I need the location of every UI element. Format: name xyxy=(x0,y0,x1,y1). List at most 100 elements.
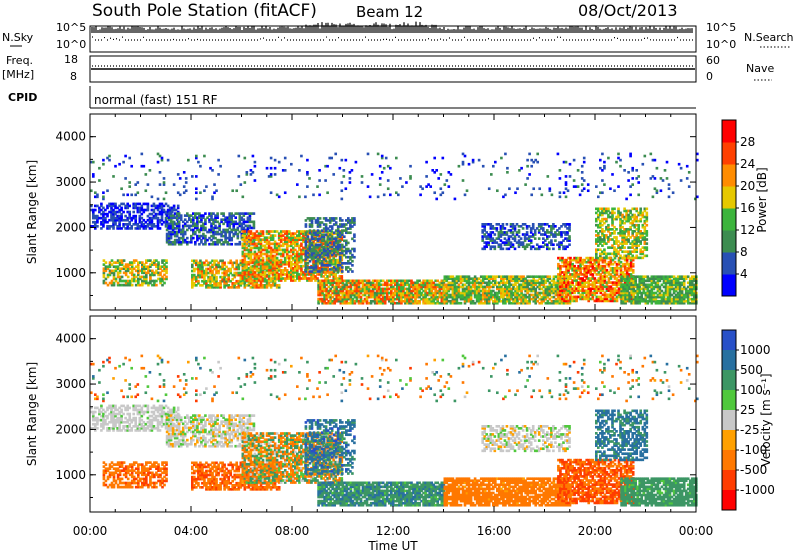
data-cell xyxy=(343,283,347,287)
data-cell xyxy=(530,285,534,289)
data-cell xyxy=(227,286,231,289)
data-cell xyxy=(267,256,271,260)
data-cell xyxy=(148,218,152,222)
data-cell xyxy=(336,247,340,251)
data-cell xyxy=(106,267,110,271)
data-cell xyxy=(269,242,273,246)
data-cell xyxy=(341,270,344,273)
data-cell xyxy=(568,227,571,230)
data-cell xyxy=(288,254,291,258)
data-cell xyxy=(235,286,239,289)
data-cell xyxy=(438,285,442,289)
data-cell xyxy=(114,265,118,269)
data-cell xyxy=(432,291,436,295)
data-cell xyxy=(528,279,531,283)
data-cell xyxy=(542,233,545,236)
data-cell xyxy=(459,295,463,299)
data-cell xyxy=(94,208,97,212)
data-cell xyxy=(336,268,340,271)
data-cell xyxy=(583,260,587,264)
data-cell xyxy=(140,225,144,228)
data-cell xyxy=(285,252,289,256)
data-cell xyxy=(306,258,309,262)
data-cell xyxy=(579,277,582,280)
data-cell xyxy=(247,252,251,256)
data-cell xyxy=(322,271,325,274)
data-cell xyxy=(522,301,525,305)
data-cell xyxy=(540,277,544,281)
data-cell xyxy=(314,219,318,222)
data-cell xyxy=(536,293,540,297)
data-cell xyxy=(92,225,95,228)
data-cell xyxy=(165,261,168,264)
data-cell xyxy=(215,275,218,279)
data-cell xyxy=(229,286,233,289)
data-cell xyxy=(225,284,228,287)
data-cell xyxy=(524,281,527,285)
data-cell xyxy=(213,282,216,285)
data-cell xyxy=(428,297,432,301)
data-cell xyxy=(261,271,265,274)
data-cell xyxy=(330,268,334,271)
data-cell xyxy=(128,267,132,271)
data-cell xyxy=(339,243,342,247)
data-cell xyxy=(506,285,509,289)
data-cell xyxy=(263,238,267,242)
data-cell xyxy=(455,299,459,303)
data-cell xyxy=(158,204,162,208)
data-cell xyxy=(328,225,332,228)
data-cell xyxy=(255,256,259,260)
data-cell xyxy=(175,232,179,236)
data-cell xyxy=(223,284,226,287)
data-cell xyxy=(294,256,297,260)
data-cell xyxy=(379,289,383,293)
data-cell xyxy=(330,232,334,235)
data-cell xyxy=(216,240,219,244)
data-cell xyxy=(112,275,116,279)
data-cell xyxy=(248,218,252,222)
data-cell xyxy=(227,267,231,271)
data-cell xyxy=(126,283,130,287)
data-cell xyxy=(475,299,479,303)
data-cell xyxy=(130,271,134,275)
data-cell xyxy=(487,235,491,238)
data-cell xyxy=(561,281,564,284)
data-cell xyxy=(528,299,531,303)
data-cell xyxy=(134,214,138,218)
data-cell xyxy=(524,297,527,301)
data-cell xyxy=(224,216,227,220)
data-cell xyxy=(544,301,548,305)
data-cell xyxy=(375,293,379,297)
data-cell xyxy=(171,222,175,226)
data-cell xyxy=(571,262,574,266)
data-cell xyxy=(499,235,503,238)
data-cell xyxy=(197,279,200,283)
data-cell xyxy=(160,216,164,220)
data-cell xyxy=(223,277,226,281)
data-cell xyxy=(271,282,275,285)
data-cell xyxy=(141,271,144,275)
data-cell xyxy=(355,289,359,293)
data-cell xyxy=(341,299,345,303)
data-cell xyxy=(261,232,265,235)
data-cell xyxy=(457,289,461,293)
data-cell xyxy=(324,225,328,228)
data-cell xyxy=(193,277,196,281)
data-cell xyxy=(118,214,121,218)
data-cell xyxy=(132,214,136,218)
data-cell xyxy=(267,232,271,235)
data-cell xyxy=(473,287,477,291)
data-cell xyxy=(564,223,567,226)
data-cell xyxy=(526,283,529,287)
data-cell xyxy=(255,269,259,272)
data-cell xyxy=(552,299,556,303)
data-cell xyxy=(571,279,574,282)
data-cell xyxy=(234,242,238,246)
data-cell xyxy=(453,301,457,305)
data-cell xyxy=(438,291,442,295)
data-cell xyxy=(106,214,109,218)
data-cell xyxy=(190,220,193,224)
data-cell xyxy=(402,299,405,303)
data-cell xyxy=(392,279,395,283)
data-cell xyxy=(326,269,329,272)
